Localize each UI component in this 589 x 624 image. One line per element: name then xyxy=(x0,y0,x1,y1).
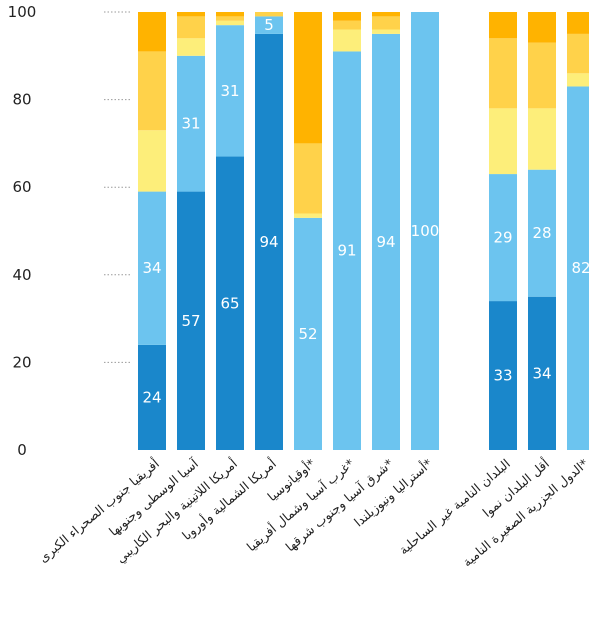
bar-segment xyxy=(372,29,400,34)
bar-segment xyxy=(372,12,400,17)
data-label: 57 xyxy=(181,312,200,330)
data-label: 33 xyxy=(493,367,512,385)
bar-segment xyxy=(216,20,244,26)
bar-segment xyxy=(294,217,322,450)
bar-segment xyxy=(489,38,517,109)
bar-segment xyxy=(255,33,283,451)
bar-segment xyxy=(177,191,205,450)
y-tick-label: 40 xyxy=(12,266,31,284)
bar-segment xyxy=(567,12,589,34)
data-label: 100 xyxy=(411,222,440,240)
data-label: 94 xyxy=(259,233,278,251)
y-tick-label: 60 xyxy=(12,178,31,196)
data-label: 29 xyxy=(493,229,512,247)
data-label: 65 xyxy=(220,294,239,312)
data-label: 82 xyxy=(571,259,589,277)
bar-segment xyxy=(216,25,244,157)
bar-segment xyxy=(255,12,283,17)
data-label: 31 xyxy=(181,115,200,133)
bar-segment xyxy=(138,191,166,345)
data-label: 34 xyxy=(532,364,551,382)
bar-segment xyxy=(567,33,589,74)
bar-segment xyxy=(138,12,166,52)
data-label: 24 xyxy=(142,388,161,406)
data-label: 28 xyxy=(532,224,551,242)
bar-segment xyxy=(177,12,205,17)
bar-segment xyxy=(489,174,517,302)
bar-segment xyxy=(177,16,205,39)
bar-segment xyxy=(294,143,322,214)
y-tick-label: 100 xyxy=(8,3,37,21)
bar-segment xyxy=(489,301,517,450)
data-label: 5 xyxy=(264,16,274,34)
bar-segment xyxy=(372,33,400,451)
data-label: 31 xyxy=(220,82,239,100)
y-tick-label: 20 xyxy=(12,353,31,371)
bar-segment xyxy=(216,156,244,451)
bar-segment xyxy=(489,12,517,39)
bar-segment xyxy=(528,108,556,170)
bar-segment xyxy=(567,86,589,451)
bar-segment xyxy=(216,16,244,21)
bar-segment xyxy=(138,344,166,450)
bar-segment xyxy=(177,55,205,192)
bar-segment xyxy=(528,42,556,109)
data-label: 94 xyxy=(376,233,395,251)
bar-segment xyxy=(333,12,361,21)
data-label: 52 xyxy=(298,325,317,343)
bar-segment xyxy=(333,29,361,52)
bar-segment xyxy=(567,73,589,87)
bar-segment xyxy=(294,12,322,144)
bar-segment xyxy=(489,108,517,175)
bar-segment xyxy=(372,16,400,30)
bar-segment xyxy=(138,51,166,131)
bar-segment xyxy=(528,12,556,43)
bar-segment xyxy=(294,213,322,218)
bar-segment xyxy=(138,130,166,192)
y-tick-label: 0 xyxy=(17,441,27,459)
bar-segment xyxy=(528,296,556,450)
y-tick-label: 80 xyxy=(12,91,31,109)
bar-segment xyxy=(528,169,556,297)
bar-segment xyxy=(333,51,361,451)
data-label: 91 xyxy=(337,242,356,260)
data-label: 34 xyxy=(142,259,161,277)
bar-segment xyxy=(216,12,244,17)
bar-segment xyxy=(411,12,439,450)
bar-segment xyxy=(177,38,205,56)
bar-segment xyxy=(255,16,283,34)
bar-segment xyxy=(333,20,361,30)
